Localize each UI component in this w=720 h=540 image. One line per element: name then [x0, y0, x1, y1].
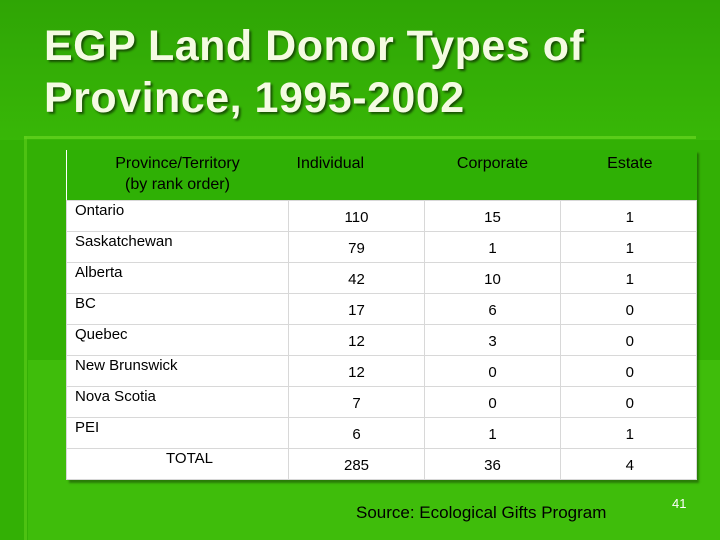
- donor-table-container: Province/Territory (by rank order) Indiv…: [66, 150, 697, 480]
- cell-individual: 17: [288, 292, 425, 325]
- cell-province: Ontario: [66, 199, 289, 232]
- cell-individual: 12: [288, 323, 425, 356]
- table-row: Alberta 42 10 1: [66, 261, 697, 294]
- cell-individual: 12: [288, 354, 425, 387]
- cell-corporate: 0: [424, 354, 561, 387]
- header-province-line-2: (by rank order): [125, 176, 230, 193]
- cell-province: Saskatchewan: [66, 230, 289, 263]
- cell-individual: 110: [288, 199, 425, 232]
- cell-corporate: 15: [424, 199, 561, 232]
- cell-province: Quebec: [66, 323, 289, 356]
- cell-total-label: TOTAL: [66, 447, 289, 480]
- header-estate: Estate: [607, 155, 653, 172]
- cell-province: Alberta: [66, 261, 289, 294]
- cell-total-individual: 285: [288, 447, 425, 480]
- table-row: PEI 6 1 1: [66, 416, 697, 449]
- table-row: Ontario 110 15 1: [66, 199, 697, 232]
- cell-corporate: 1: [424, 230, 561, 263]
- decorative-rule-horizontal: [24, 136, 696, 139]
- header-corporate: Corporate: [456, 155, 529, 172]
- decorative-rule-vertical: [24, 136, 27, 540]
- cell-estate: 0: [560, 354, 697, 387]
- cell-estate: 1: [560, 261, 697, 294]
- header-individual: Individual: [296, 155, 365, 172]
- table-row: Nova Scotia 7 0 0: [66, 385, 697, 418]
- cell-estate: 0: [560, 292, 697, 325]
- page-number: 41: [672, 496, 687, 511]
- source-note: Source: Ecological Gifts Program: [356, 503, 607, 522]
- cell-estate: 1: [560, 199, 697, 232]
- cell-corporate: 10: [424, 261, 561, 294]
- cell-estate: 1: [560, 416, 697, 449]
- cell-total-estate: 4: [560, 447, 697, 480]
- header-province: Province/Territory (by rank order): [67, 150, 289, 200]
- cell-estate: 1: [560, 230, 697, 263]
- donor-table: Province/Territory (by rank order) Indiv…: [66, 150, 697, 480]
- cell-corporate: 0: [424, 385, 561, 418]
- table-total-row: TOTAL 285 36 4: [66, 447, 697, 480]
- cell-total-corporate: 36: [424, 447, 561, 480]
- cell-estate: 0: [560, 385, 697, 418]
- table-row: Quebec 12 3 0: [66, 323, 697, 356]
- cell-corporate: 3: [424, 323, 561, 356]
- background-band: [0, 0, 720, 140]
- cell-province: PEI: [66, 416, 289, 449]
- slide-title-line-2: Province, 1995-2002: [44, 74, 465, 122]
- cell-corporate: 6: [424, 292, 561, 325]
- table-row: BC 17 6 0: [66, 292, 697, 325]
- cell-individual: 6: [288, 416, 425, 449]
- slide-title: EGP Land Donor Types of Province, 1995-2…: [44, 20, 584, 124]
- table-row: Saskatchewan 79 1 1: [66, 230, 697, 263]
- cell-individual: 7: [288, 385, 425, 418]
- cell-corporate: 1: [424, 416, 561, 449]
- cell-province: Nova Scotia: [66, 385, 289, 418]
- cell-province: New Brunswick: [66, 354, 289, 387]
- table-row: New Brunswick 12 0 0: [66, 354, 697, 387]
- cell-province: BC: [66, 292, 289, 325]
- cell-estate: 0: [560, 323, 697, 356]
- cell-individual: 42: [288, 261, 425, 294]
- header-province-line-1: Province/Territory: [115, 155, 240, 172]
- cell-individual: 79: [288, 230, 425, 263]
- slide-title-line-1: EGP Land Donor Types of: [44, 22, 585, 70]
- table-header-row: Province/Territory (by rank order) Indiv…: [66, 150, 697, 200]
